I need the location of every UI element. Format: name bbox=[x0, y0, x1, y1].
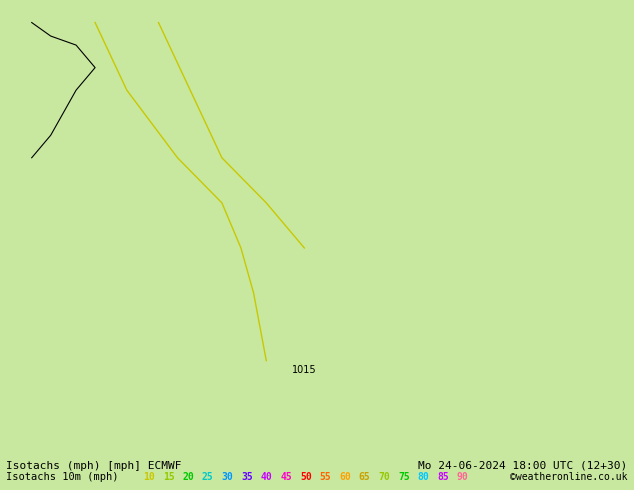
Polygon shape bbox=[266, 0, 634, 451]
Text: Isotachs (mph) [mph] ECMWF: Isotachs (mph) [mph] ECMWF bbox=[6, 461, 182, 470]
Text: 70: 70 bbox=[378, 472, 391, 482]
Text: 40: 40 bbox=[261, 472, 273, 482]
Text: 20: 20 bbox=[183, 472, 194, 482]
Text: 85: 85 bbox=[437, 472, 449, 482]
Text: 90: 90 bbox=[457, 472, 469, 482]
Text: 80: 80 bbox=[418, 472, 429, 482]
Text: 15: 15 bbox=[163, 472, 174, 482]
Text: Isotachs 10m (mph): Isotachs 10m (mph) bbox=[6, 472, 119, 482]
Text: 25: 25 bbox=[202, 472, 214, 482]
Text: 35: 35 bbox=[241, 472, 253, 482]
Text: 75: 75 bbox=[398, 472, 410, 482]
Text: ©weatheronline.co.uk: ©weatheronline.co.uk bbox=[510, 472, 628, 482]
Text: 65: 65 bbox=[359, 472, 371, 482]
Text: 45: 45 bbox=[280, 472, 292, 482]
Text: 50: 50 bbox=[300, 472, 312, 482]
Polygon shape bbox=[0, 0, 203, 451]
Text: 10: 10 bbox=[143, 472, 155, 482]
Text: 30: 30 bbox=[221, 472, 233, 482]
Text: 55: 55 bbox=[320, 472, 332, 482]
Text: 1015: 1015 bbox=[292, 365, 316, 375]
Text: 60: 60 bbox=[339, 472, 351, 482]
Text: Mo 24-06-2024 18:00 UTC (12+30): Mo 24-06-2024 18:00 UTC (12+30) bbox=[418, 461, 628, 470]
